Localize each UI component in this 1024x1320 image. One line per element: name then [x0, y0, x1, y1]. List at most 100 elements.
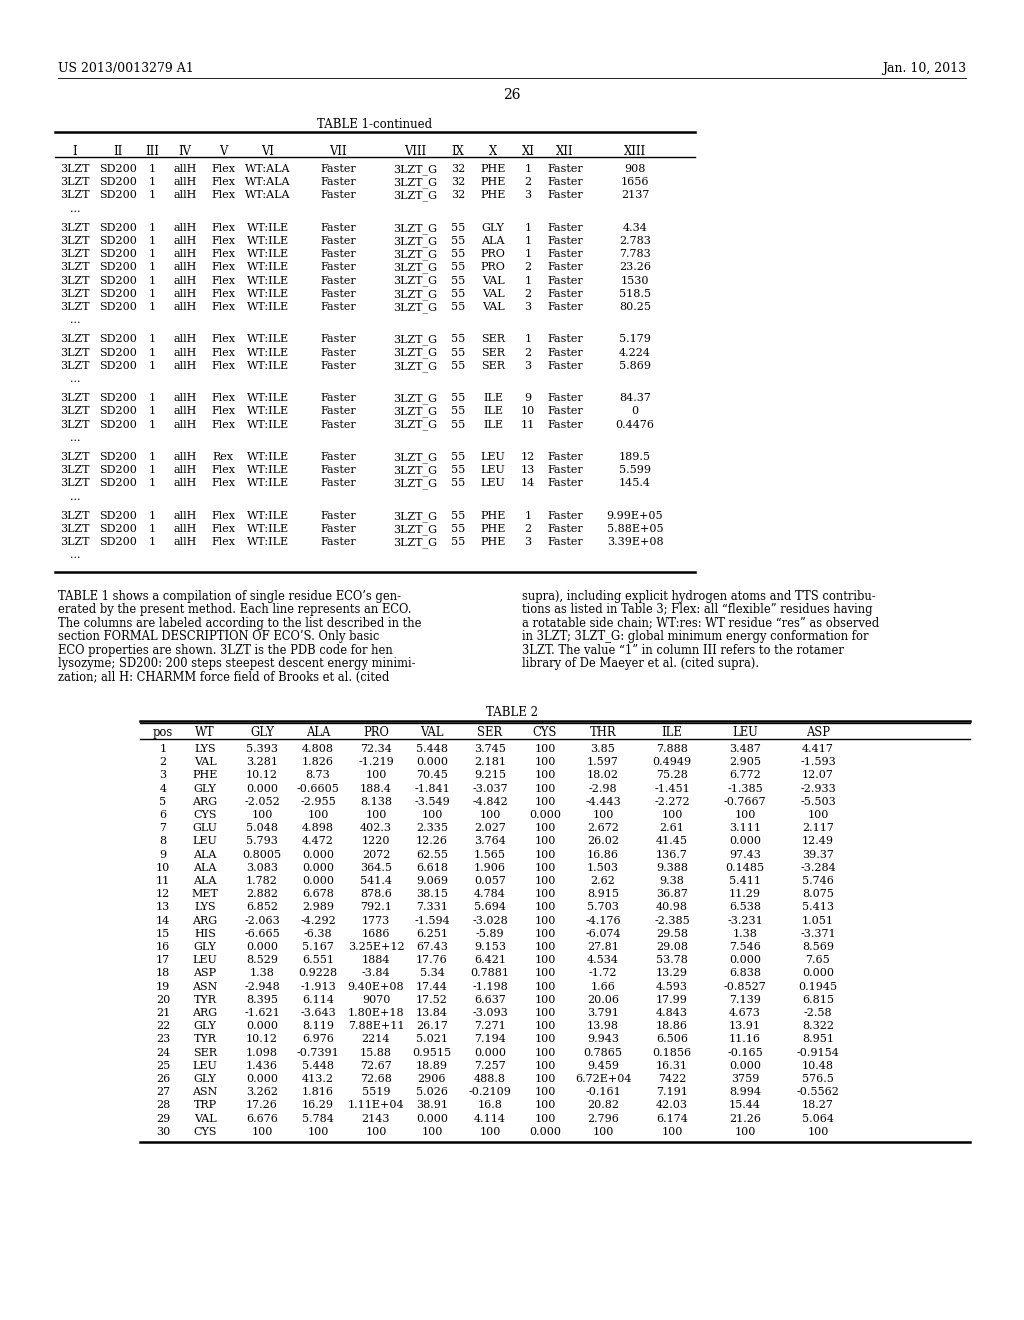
Text: -0.5562: -0.5562: [797, 1088, 840, 1097]
Text: 100: 100: [535, 837, 556, 846]
Text: 3LZT: 3LZT: [60, 511, 90, 521]
Text: WT:ILE: WT:ILE: [247, 236, 289, 246]
Text: WT:ALA: WT:ALA: [246, 164, 291, 174]
Text: 3.281: 3.281: [246, 758, 278, 767]
Text: SD200: SD200: [99, 360, 137, 371]
Text: 6.114: 6.114: [302, 995, 334, 1005]
Text: 0.000: 0.000: [729, 837, 761, 846]
Text: 3LZT: 3LZT: [60, 249, 90, 259]
Text: GLY: GLY: [250, 726, 274, 739]
Text: XI: XI: [521, 145, 535, 158]
Text: Faster: Faster: [547, 393, 583, 403]
Text: SD200: SD200: [99, 347, 137, 358]
Text: 100: 100: [535, 890, 556, 899]
Text: 55: 55: [451, 347, 465, 358]
Text: 97.43: 97.43: [729, 850, 761, 859]
Text: 3.487: 3.487: [729, 744, 761, 754]
Text: 3LZT_G: 3LZT_G: [393, 347, 437, 358]
Text: LEU: LEU: [480, 478, 506, 488]
Text: SD200: SD200: [99, 236, 137, 246]
Text: WT:ILE: WT:ILE: [247, 302, 289, 312]
Text: allH: allH: [173, 289, 197, 298]
Text: SER: SER: [481, 334, 505, 345]
Text: 55: 55: [451, 223, 465, 232]
Text: 15: 15: [156, 929, 170, 939]
Text: Faster: Faster: [321, 347, 356, 358]
Text: SD200: SD200: [99, 407, 137, 416]
Text: 8.529: 8.529: [246, 956, 278, 965]
Text: 100: 100: [535, 771, 556, 780]
Text: WT:ALA: WT:ALA: [246, 190, 291, 201]
Text: 5.793: 5.793: [246, 837, 278, 846]
Text: 100: 100: [535, 1074, 556, 1084]
Text: 3LZT: 3LZT: [60, 177, 90, 187]
Text: 2.62: 2.62: [591, 876, 615, 886]
Text: 3LZT: 3LZT: [60, 407, 90, 416]
Text: 1.11E+04: 1.11E+04: [348, 1101, 404, 1110]
Text: -6.38: -6.38: [304, 929, 333, 939]
Text: 100: 100: [662, 810, 683, 820]
Text: Faster: Faster: [321, 190, 356, 201]
Text: 1.098: 1.098: [246, 1048, 278, 1057]
Text: 3.39E+08: 3.39E+08: [606, 537, 664, 548]
Text: 0.4476: 0.4476: [615, 420, 654, 429]
Text: 27: 27: [156, 1088, 170, 1097]
Text: -1.451: -1.451: [654, 784, 690, 793]
Text: allH: allH: [173, 302, 197, 312]
Text: 55: 55: [451, 276, 465, 285]
Text: 8.395: 8.395: [246, 995, 278, 1005]
Text: -0.9154: -0.9154: [797, 1048, 840, 1057]
Text: 9.459: 9.459: [587, 1061, 618, 1071]
Text: -1.219: -1.219: [358, 758, 394, 767]
Text: WT:ILE: WT:ILE: [247, 420, 289, 429]
Text: 13: 13: [521, 465, 536, 475]
Text: 100: 100: [535, 824, 556, 833]
Text: 0.000: 0.000: [246, 1074, 278, 1084]
Text: LYS: LYS: [195, 744, 216, 754]
Text: 2072: 2072: [361, 850, 390, 859]
Text: 100: 100: [251, 1127, 272, 1137]
Text: 2.905: 2.905: [729, 758, 761, 767]
Text: Faster: Faster: [321, 465, 356, 475]
Text: 100: 100: [535, 1061, 556, 1071]
Text: PRO: PRO: [480, 263, 506, 272]
Text: 3LZT: 3LZT: [60, 302, 90, 312]
Text: 62.55: 62.55: [416, 850, 449, 859]
Text: 6.637: 6.637: [474, 995, 506, 1005]
Text: 20.82: 20.82: [587, 1101, 618, 1110]
Text: 18: 18: [156, 969, 170, 978]
Text: 7.139: 7.139: [729, 995, 761, 1005]
Text: Flex: Flex: [211, 263, 234, 272]
Text: -3.028: -3.028: [472, 916, 508, 925]
Text: 25: 25: [156, 1061, 170, 1071]
Text: 488.8: 488.8: [474, 1074, 506, 1084]
Text: 3LZT: 3LZT: [60, 420, 90, 429]
Text: 29.58: 29.58: [656, 929, 688, 939]
Text: 100: 100: [307, 810, 329, 820]
Text: 4.593: 4.593: [656, 982, 688, 991]
Text: TABLE 1 shows a compilation of single residue ECO’s gen-: TABLE 1 shows a compilation of single re…: [58, 590, 401, 603]
Text: -2.272: -2.272: [654, 797, 690, 807]
Text: 9: 9: [160, 850, 167, 859]
Text: zation; all H: CHARMM force field of Brooks et al. (cited: zation; all H: CHARMM force field of Bro…: [58, 671, 389, 684]
Text: LEU: LEU: [193, 1061, 217, 1071]
Text: SD200: SD200: [99, 465, 137, 475]
Text: -1.385: -1.385: [727, 784, 763, 793]
Text: 100: 100: [307, 1127, 329, 1137]
Text: I: I: [73, 145, 78, 158]
Text: 4: 4: [160, 784, 167, 793]
Text: VAL: VAL: [481, 302, 504, 312]
Text: 1: 1: [148, 302, 156, 312]
Text: SD200: SD200: [99, 164, 137, 174]
Text: -2.948: -2.948: [244, 982, 280, 991]
Text: SD200: SD200: [99, 223, 137, 232]
Text: 2: 2: [524, 263, 531, 272]
Text: 5: 5: [160, 797, 167, 807]
Text: 8.951: 8.951: [802, 1035, 834, 1044]
Text: Faster: Faster: [547, 347, 583, 358]
Text: 1: 1: [524, 511, 531, 521]
Text: 0.000: 0.000: [529, 810, 561, 820]
Text: X: X: [488, 145, 497, 158]
Text: 55: 55: [451, 302, 465, 312]
Text: allH: allH: [173, 420, 197, 429]
